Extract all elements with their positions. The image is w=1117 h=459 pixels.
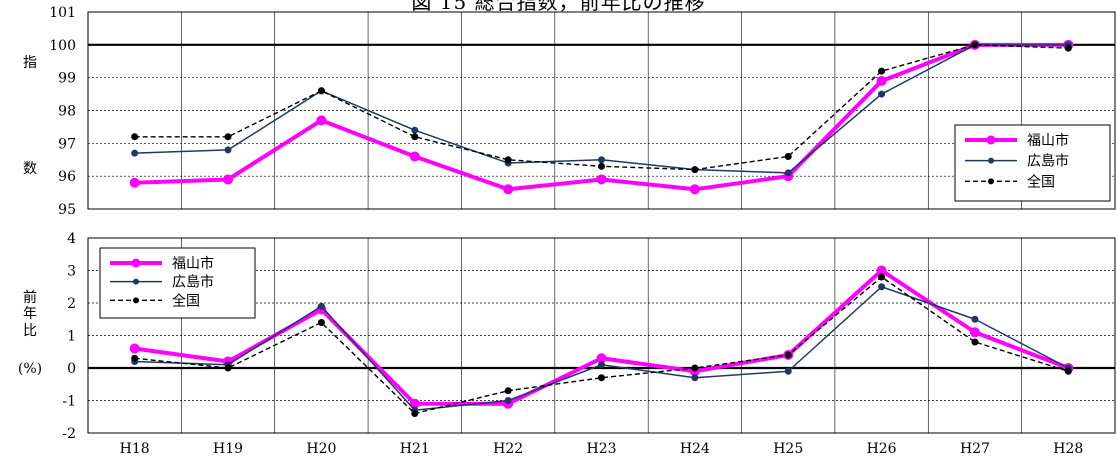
data-point xyxy=(1064,367,1072,375)
y-tick-label: 1 xyxy=(67,329,76,345)
x-tick-label: H18 xyxy=(120,441,150,457)
legend-marker xyxy=(988,178,994,185)
data-point xyxy=(971,338,979,346)
data-point xyxy=(411,133,419,141)
data-point xyxy=(689,184,700,195)
y-tick-label: 3 xyxy=(67,264,76,280)
legend-label: 広島市 xyxy=(1027,153,1069,170)
series-line xyxy=(134,276,1069,415)
data-point xyxy=(969,327,980,338)
data-point xyxy=(411,410,419,417)
data-point xyxy=(504,387,512,395)
y-tick-label: -2 xyxy=(62,426,76,442)
x-tick-label: H26 xyxy=(867,441,897,457)
legend-label: 広島市 xyxy=(172,274,214,291)
y-tick-label: 96 xyxy=(58,169,76,185)
data-point xyxy=(224,146,232,154)
y-tick-label: 98 xyxy=(58,104,76,120)
legend-label: 福山市 xyxy=(172,255,214,272)
x-tick-label: H22 xyxy=(493,441,523,457)
legend-label: 全国 xyxy=(1027,173,1055,190)
y-tick-label: 4 xyxy=(67,231,76,247)
data-point xyxy=(131,133,139,141)
data-point xyxy=(876,75,887,86)
y-tick-label: -1 xyxy=(62,394,76,410)
y-axis-label: 比 xyxy=(23,323,37,339)
data-point xyxy=(784,367,792,375)
data-point xyxy=(223,174,234,185)
x-tick-label: H27 xyxy=(960,441,990,457)
data-point xyxy=(598,374,605,382)
x-tick-label: H25 xyxy=(773,441,803,457)
data-point xyxy=(317,319,325,326)
y-tick-label: 0 xyxy=(67,361,76,377)
data-point xyxy=(878,283,886,291)
legend-box xyxy=(99,247,256,319)
data-point xyxy=(598,361,605,369)
y-axis-label: 数 xyxy=(23,161,37,177)
legend-marker xyxy=(986,135,996,145)
y-tick-label: 95 xyxy=(58,202,76,218)
data-point xyxy=(878,90,886,98)
data-point xyxy=(598,162,605,170)
x-tick-label: H19 xyxy=(213,441,243,457)
x-tick-label: H24 xyxy=(680,441,710,457)
data-point xyxy=(316,115,327,126)
y-axis-label: (%) xyxy=(18,361,42,377)
data-point xyxy=(1064,44,1072,52)
data-point xyxy=(224,133,232,141)
data-point xyxy=(971,41,979,49)
legend-label: 福山市 xyxy=(1027,132,1069,149)
data-point xyxy=(129,343,140,354)
data-point xyxy=(598,156,605,164)
data-point xyxy=(784,351,792,359)
legend-marker xyxy=(133,297,139,304)
y-tick-label: 101 xyxy=(49,5,76,21)
data-point xyxy=(504,156,512,164)
data-point xyxy=(691,364,699,372)
legend-marker xyxy=(988,157,994,164)
chart-title: 図 15 総合指数，前年比の推移 xyxy=(411,0,706,14)
legend-marker xyxy=(133,278,139,285)
legend-box xyxy=(954,124,1111,202)
data-point xyxy=(878,67,886,75)
x-tick-label: H21 xyxy=(400,441,430,457)
y-tick-label: 99 xyxy=(58,71,76,87)
data-point xyxy=(503,184,514,195)
data-point xyxy=(504,397,512,404)
data-point xyxy=(317,87,325,95)
data-point xyxy=(224,364,232,372)
data-point xyxy=(131,149,139,157)
data-point xyxy=(411,126,419,134)
data-point xyxy=(691,374,699,382)
y-tick-label: 2 xyxy=(67,296,76,312)
y-tick-label: 100 xyxy=(49,38,76,54)
legend-marker xyxy=(131,258,141,268)
data-point xyxy=(784,169,792,177)
x-tick-label: H23 xyxy=(586,441,616,457)
series-3 xyxy=(131,273,1072,417)
legend-label: 全国 xyxy=(172,292,200,309)
data-point xyxy=(317,302,325,310)
data-point xyxy=(878,273,886,281)
data-point xyxy=(691,166,699,174)
y-tick-label: 97 xyxy=(58,136,76,152)
x-tick-label: H28 xyxy=(1053,441,1083,457)
y-axis-label: 指 xyxy=(23,55,37,71)
data-point xyxy=(129,177,140,188)
data-point xyxy=(131,354,139,362)
y-axis-label: 前 xyxy=(23,289,37,306)
data-point xyxy=(596,174,607,185)
x-tick-label: H20 xyxy=(306,441,336,457)
data-point xyxy=(409,151,420,162)
data-point xyxy=(971,315,979,323)
series-3 xyxy=(131,41,1072,174)
data-point xyxy=(784,152,792,160)
y-axis-label: 年 xyxy=(23,306,37,322)
